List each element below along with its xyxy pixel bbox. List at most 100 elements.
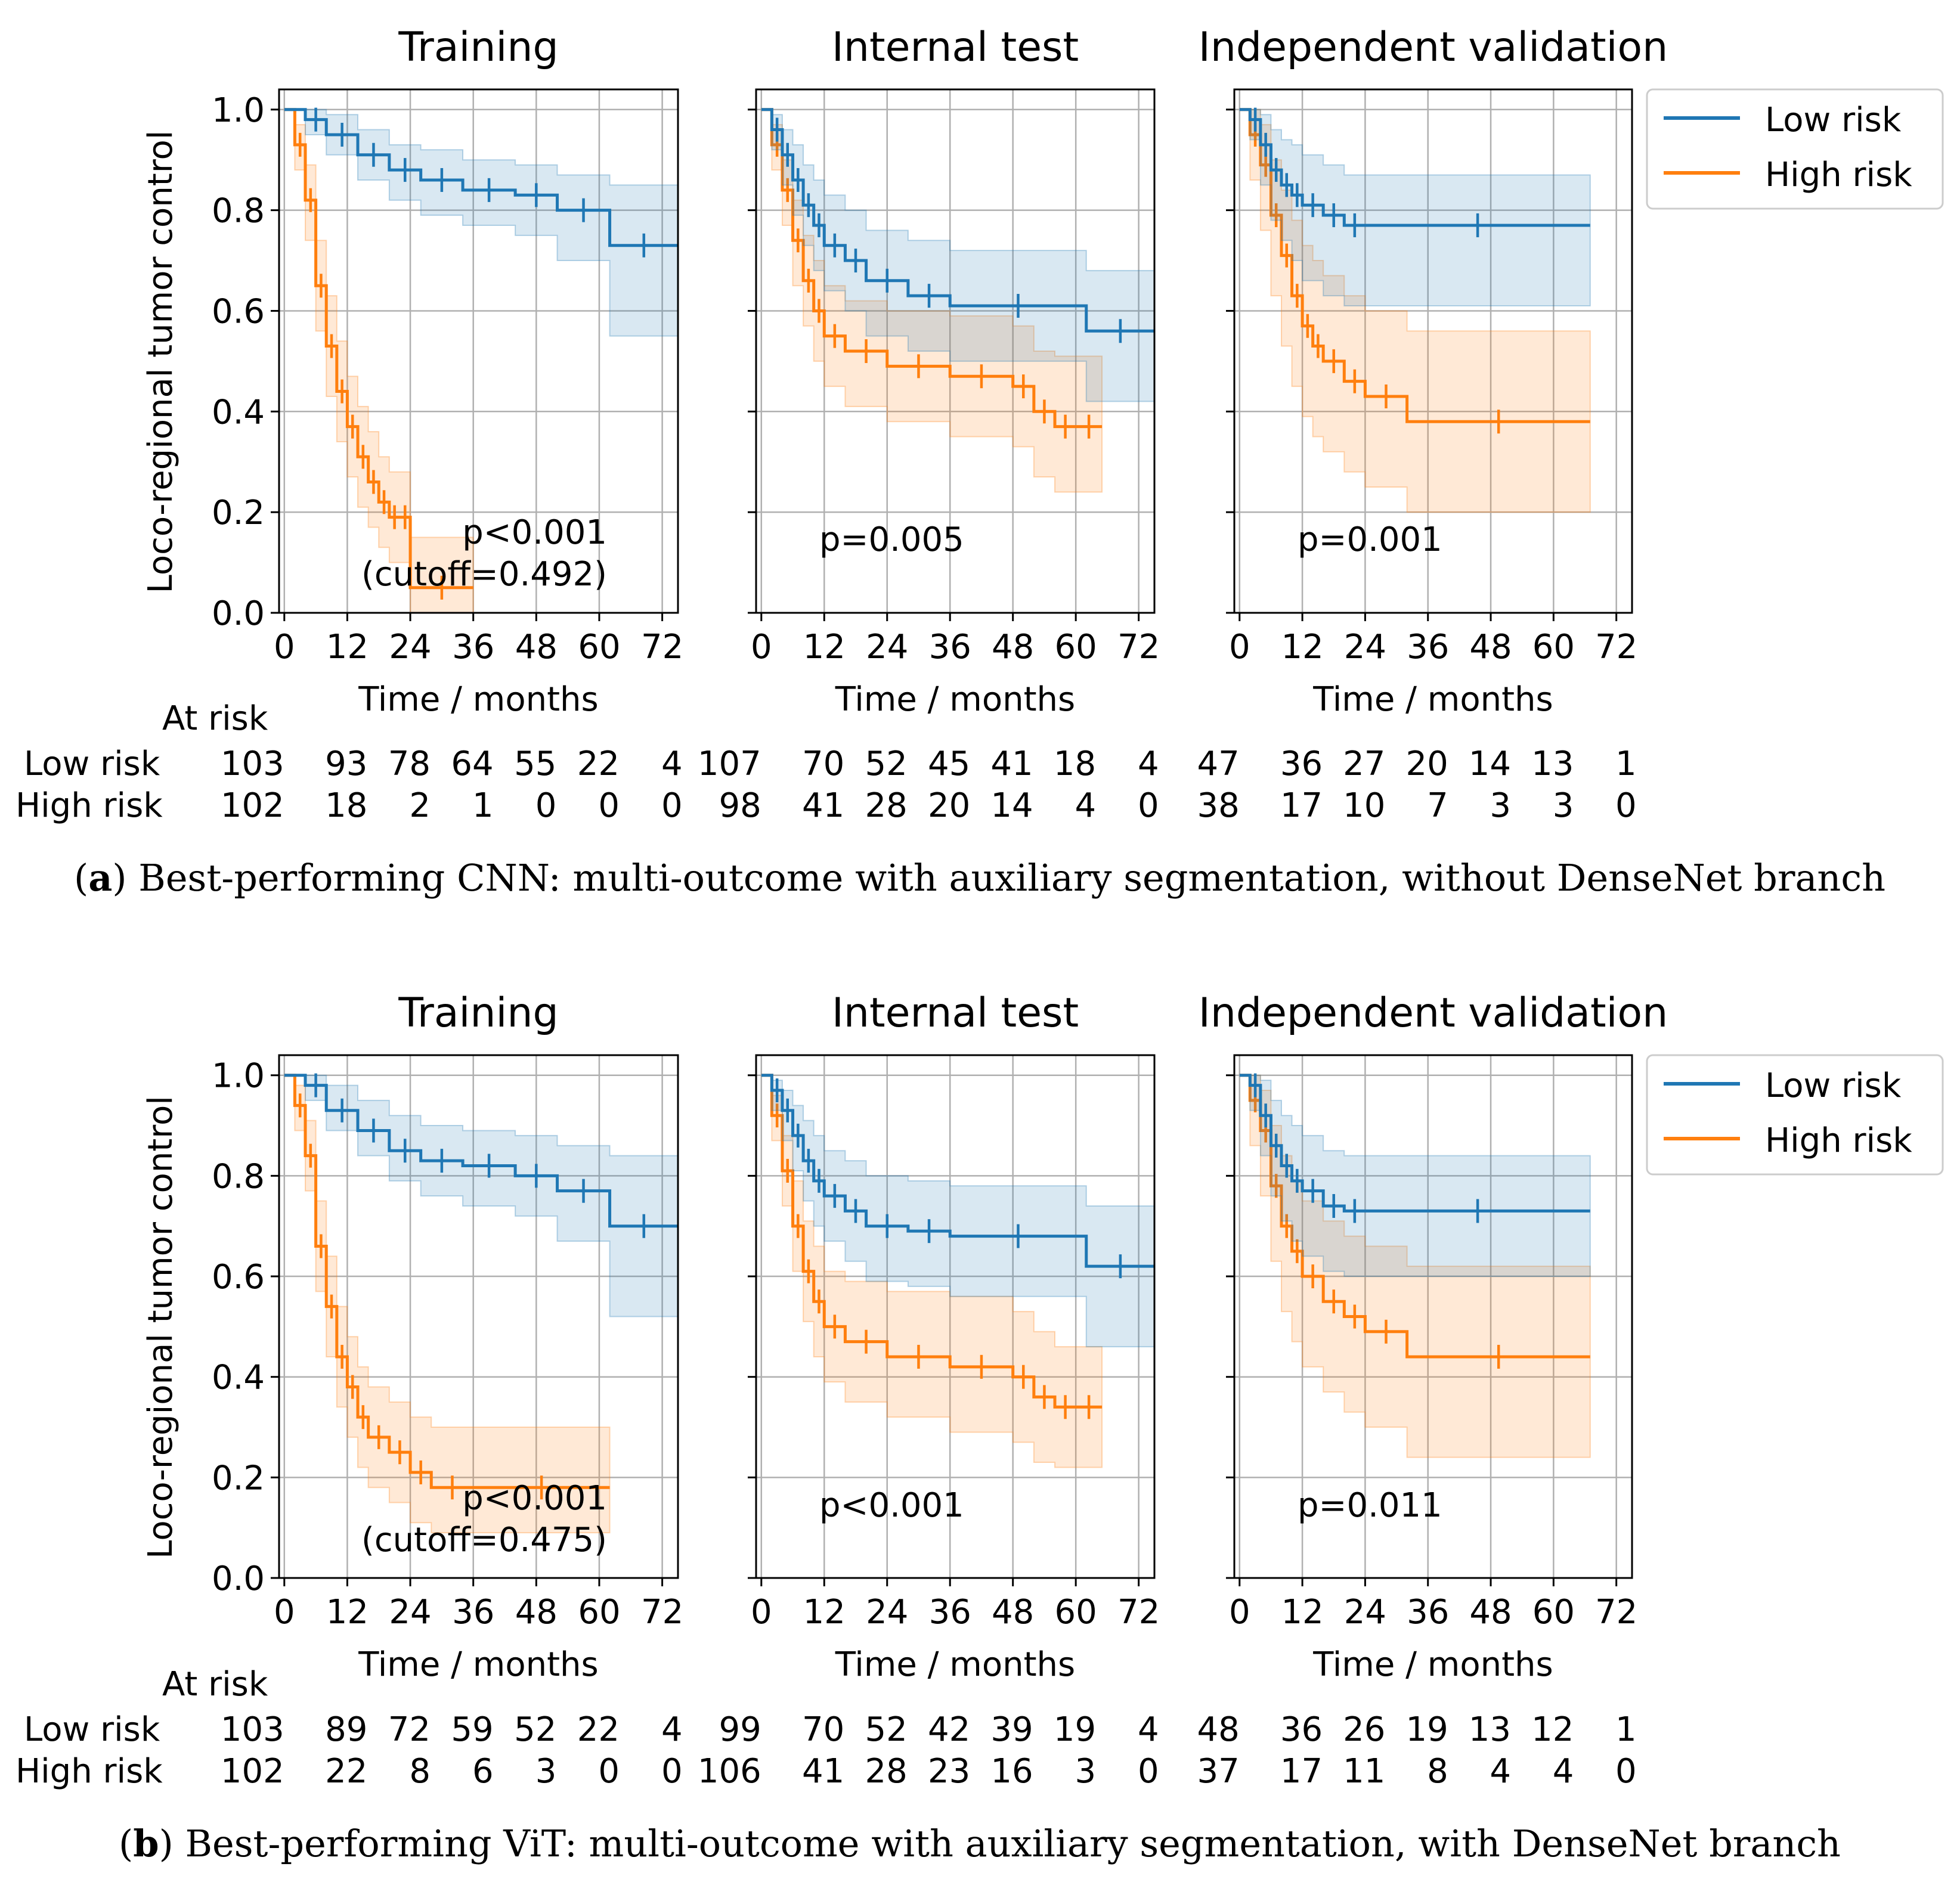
high-risk-ci-band [1239, 108, 1591, 513]
at-risk-high-count: 11 [1343, 1752, 1385, 1791]
at-risk-high-count: 3 [1490, 786, 1511, 825]
p-value-label: p<0.001 [819, 1486, 964, 1525]
at-risk-high-count: 1 [472, 786, 494, 825]
at-risk-low-count: 22 [577, 745, 620, 783]
figure-caption: (a) Best-performing CNN: multi-outcome w… [74, 856, 1885, 900]
at-risk-low-count: 107 [698, 745, 761, 783]
at-risk-high-count: 0 [535, 786, 557, 825]
x-tick-label: 0 [1229, 628, 1250, 666]
at-risk-high-count: 37 [1197, 1752, 1240, 1791]
at-risk-low-label: Low risk [24, 745, 160, 783]
at-risk-low-count: 47 [1197, 745, 1240, 783]
x-tick-label: 72 [1117, 628, 1160, 666]
caption-text: ) Best-performing CNN: multi-outcome wit… [112, 856, 1885, 900]
x-tick-label: 24 [389, 628, 431, 666]
at-risk-high-count: 23 [928, 1752, 970, 1791]
y-axis-label: Loco-regional tumor control [141, 1096, 180, 1559]
x-tick-label: 36 [929, 628, 971, 666]
x-tick-label: 48 [515, 1593, 558, 1632]
at-risk-high-count: 0 [598, 786, 620, 825]
caption-text: ) Best-performing ViT: multi-outcome wit… [159, 1822, 1841, 1865]
x-tick-label: 12 [803, 1593, 846, 1632]
at-risk-low-count: 4 [1138, 745, 1159, 783]
x-tick-label: 60 [1532, 628, 1575, 666]
at-risk-low-count: 72 [388, 1710, 431, 1749]
y-tick-label: 0.6 [212, 1258, 265, 1297]
panel-title: Independent validation [1199, 990, 1668, 1037]
x-tick-label: 36 [1407, 1593, 1449, 1632]
at-risk-low-count: 36 [1280, 1710, 1323, 1749]
at-risk-low-count: 93 [325, 745, 367, 783]
at-risk-high-count: 3 [535, 1752, 557, 1791]
at-risk-high-count: 38 [1197, 786, 1240, 825]
panel-title: Training [398, 24, 558, 71]
low-risk-ci-band [1239, 108, 1591, 307]
at-risk-high-count: 0 [661, 1752, 683, 1791]
at-risk-high-count: 102 [221, 786, 284, 825]
x-tick-label: 72 [641, 628, 683, 666]
high-risk-survival-curve [284, 1074, 610, 1489]
at-risk-low-count: 20 [1405, 745, 1448, 783]
at-risk-title: At risk [162, 699, 268, 738]
figure-b: 0 12 24 36 48 60 720.00.20.40.60.81.0TrainingT… [16, 990, 1944, 1865]
x-tick-label: 36 [929, 1593, 971, 1632]
figure-caption: (b) Best-performing ViT: multi-outcome w… [119, 1822, 1841, 1865]
x-tick-label: 72 [1117, 1593, 1160, 1632]
at-risk-low-count: 89 [325, 1710, 367, 1749]
high-risk-survival-curve [761, 1074, 1103, 1409]
at-risk-high-count: 17 [1280, 1752, 1323, 1791]
x-tick-label: 48 [1469, 1593, 1512, 1632]
legend-low-risk-label: Low risk [1765, 1066, 1902, 1105]
at-risk-low-count: 4 [1138, 1710, 1159, 1749]
x-axis-label: Time / months [358, 680, 598, 719]
axes-frame [755, 88, 1156, 614]
axes-frame [1233, 1054, 1633, 1579]
at-risk-high-count: 4 [1490, 1752, 1511, 1791]
at-risk-low-count: 70 [802, 745, 844, 783]
y-tick-label: 0.8 [212, 1157, 265, 1196]
x-tick-label: 12 [326, 628, 369, 666]
at-risk-low-count: 22 [577, 1710, 620, 1749]
x-axis-label: Time / months [1312, 680, 1553, 719]
p-value-label: p<0.001 [462, 1479, 607, 1518]
low-risk-survival-curve [284, 1074, 678, 1228]
low-risk-survival-curve [761, 108, 1154, 333]
at-risk-high-count: 6 [472, 1752, 494, 1791]
at-risk-high-count: 0 [1138, 786, 1159, 825]
x-tick-label: 48 [515, 628, 558, 666]
cutoff-label: (cutoff=0.475) [361, 1521, 607, 1559]
at-risk-high-count: 28 [865, 1752, 907, 1791]
panel-b-2: 0 12 24 36 48 60 72 Internal test Time / months p… [698, 990, 1160, 1791]
at-risk-high-count: 8 [1427, 1752, 1448, 1791]
x-tick-label: 48 [992, 628, 1034, 666]
at-risk-high-count: 102 [221, 1752, 284, 1791]
x-axis-label: Time / months [358, 1645, 598, 1684]
x-tick-label: 72 [641, 1593, 683, 1632]
x-tick-label: 60 [1055, 628, 1097, 666]
at-risk-low-count: 19 [1405, 1710, 1448, 1749]
at-risk-low-count: 103 [221, 1710, 284, 1749]
at-risk-high-count: 20 [928, 786, 970, 825]
low-risk-survival-curve [1239, 108, 1590, 227]
panel-a-1: 0 12 24 36 48 60 720.00.20.40.60.81.0TrainingT… [212, 24, 683, 825]
at-risk-low-count: 52 [865, 1710, 907, 1749]
at-risk-high-count: 41 [802, 1752, 844, 1791]
at-risk-high-count: 3 [1553, 786, 1574, 825]
at-risk-low-count: 1 [1615, 1710, 1637, 1749]
p-value-label: p=0.011 [1298, 1486, 1442, 1525]
p-value-label: p=0.001 [1298, 520, 1442, 559]
panel-a-2: 0 12 24 36 48 60 72 Internal test Time / months p… [698, 24, 1160, 825]
at-risk-high-count: 14 [990, 786, 1033, 825]
x-tick-label: 12 [803, 628, 846, 666]
x-axis-label: Time / months [835, 680, 1075, 719]
at-risk-low-count: 39 [990, 1710, 1033, 1749]
x-tick-label: 60 [1532, 1593, 1575, 1632]
at-risk-low-count: 19 [1054, 1710, 1096, 1749]
at-risk-high-count: 22 [325, 1752, 367, 1791]
at-risk-high-count: 0 [661, 786, 683, 825]
x-tick-label: 60 [578, 1593, 620, 1632]
x-tick-label: 24 [1344, 628, 1386, 666]
x-tick-label: 12 [1281, 1593, 1323, 1632]
